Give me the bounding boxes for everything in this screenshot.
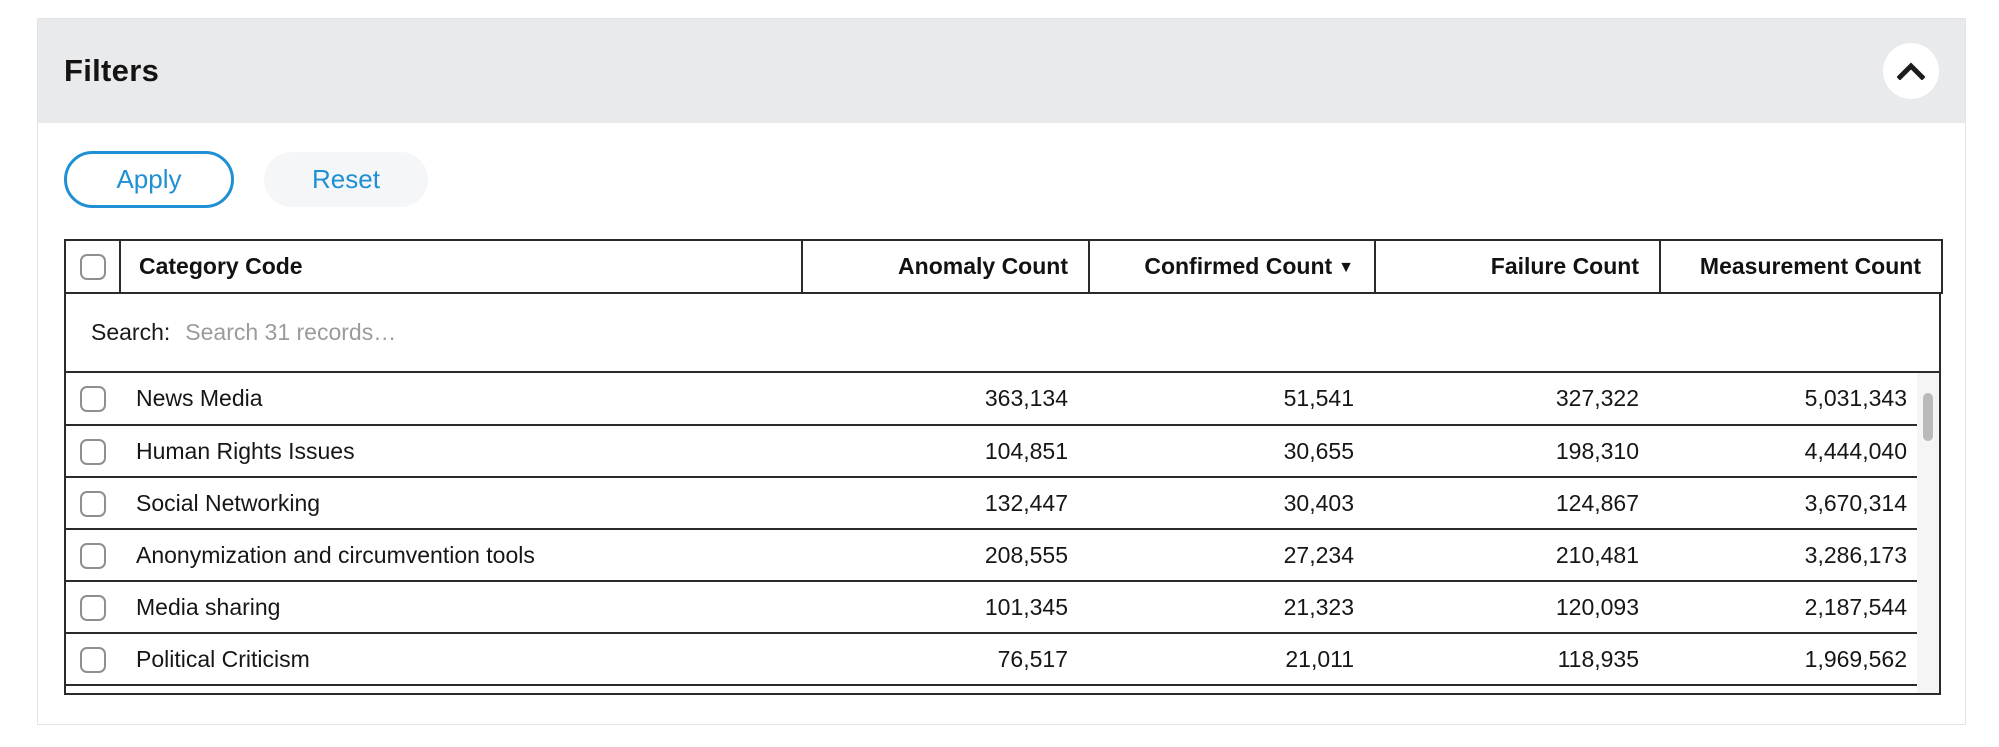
filters-panel: Filters Apply Reset Category Code A (37, 18, 1966, 725)
header-category-code[interactable]: Category Code (119, 239, 803, 294)
search-input[interactable] (183, 318, 1939, 347)
table-header-row: Category Code Anomaly Count Confirmed Co… (64, 239, 1943, 294)
failure-cell: 118,935 (1374, 633, 1659, 686)
anomaly-cell: 363,134 (801, 373, 1088, 426)
row-checkbox[interactable] (80, 646, 106, 673)
failure-cell: 327,322 (1374, 373, 1659, 426)
category-cell: Anonymization and circumvention tools (120, 529, 801, 582)
apply-button[interactable]: Apply (64, 151, 234, 208)
category-filter-table: Category Code Anomaly Count Confirmed Co… (64, 239, 1943, 695)
table-row: Anonymization and circumvention tools 20… (66, 529, 1939, 582)
table-body: News Media 363,134 51,541 327,322 5,031,… (66, 373, 1939, 686)
anomaly-cell: 208,555 (801, 529, 1088, 582)
header-confirmed-count[interactable]: Confirmed Count ▼ (1088, 239, 1376, 294)
select-all-header-cell (64, 239, 121, 294)
confirmed-cell: 27,234 (1088, 529, 1374, 582)
anomaly-cell: 104,851 (801, 425, 1088, 478)
failure-cell: 210,481 (1374, 529, 1659, 582)
confirmed-cell: 51,541 (1088, 373, 1374, 426)
header-measurement-count[interactable]: Measurement Count (1659, 239, 1943, 294)
failure-cell: 124,867 (1374, 477, 1659, 530)
confirmed-cell: 21,011 (1088, 633, 1374, 686)
row-checkbox-cell (66, 425, 120, 478)
measurement-cell: 1,969,562 (1659, 633, 1939, 686)
anomaly-cell: 101,345 (801, 581, 1088, 634)
page-title: Filters (64, 53, 160, 88)
category-cell: News Media (120, 373, 801, 426)
search-row: Search: (64, 294, 1941, 373)
table-body-scroll-area[interactable]: News Media 363,134 51,541 327,322 5,031,… (64, 373, 1941, 695)
failure-cell: 120,093 (1374, 581, 1659, 634)
row-checkbox-cell (66, 477, 120, 530)
table-row: Human Rights Issues 104,851 30,655 198,3… (66, 425, 1939, 478)
row-checkbox[interactable] (80, 490, 106, 517)
confirmed-cell: 30,403 (1088, 477, 1374, 530)
measurement-cell: 3,670,314 (1659, 477, 1939, 530)
anomaly-cell: 132,447 (801, 477, 1088, 530)
row-checkbox[interactable] (80, 386, 106, 413)
table-row: News Media 363,134 51,541 327,322 5,031,… (66, 373, 1939, 426)
header-anomaly-count[interactable]: Anomaly Count (801, 239, 1090, 294)
search-label: Search: (91, 319, 171, 345)
table-row: Social Networking 132,447 30,403 124,867… (66, 477, 1939, 530)
table-header: Category Code Anomaly Count Confirmed Co… (64, 239, 1943, 294)
scrollbar-track[interactable] (1917, 373, 1939, 693)
measurement-cell: 4,444,040 (1659, 425, 1939, 478)
row-checkbox[interactable] (80, 594, 106, 621)
confirmed-cell: 30,655 (1088, 425, 1374, 478)
scrollbar-thumb[interactable] (1923, 393, 1933, 441)
row-checkbox-cell (66, 529, 120, 582)
table-row: Political Criticism 76,517 21,011 118,93… (66, 633, 1939, 686)
confirmed-cell: 21,323 (1088, 581, 1374, 634)
measurement-cell: 3,286,173 (1659, 529, 1939, 582)
category-cell: Political Criticism (120, 633, 801, 686)
table-row: Media sharing 101,345 21,323 120,093 2,1… (66, 581, 1939, 634)
reset-button[interactable]: Reset (264, 152, 428, 207)
row-checkbox-cell (66, 581, 120, 634)
category-cell: Media sharing (120, 581, 801, 634)
category-cell: Human Rights Issues (120, 425, 801, 478)
anomaly-cell: 76,517 (801, 633, 1088, 686)
filters-panel-header: Filters (38, 19, 1965, 123)
row-checkbox-cell (66, 373, 120, 426)
category-cell: Social Networking (120, 477, 801, 530)
header-confirmed-count-label: Confirmed Count (1144, 253, 1333, 279)
row-checkbox[interactable] (80, 438, 106, 465)
measurement-cell: 2,187,544 (1659, 581, 1939, 634)
chevron-up-icon (1897, 62, 1925, 80)
collapse-panel-button[interactable] (1883, 43, 1939, 99)
filter-actions-toolbar: Apply Reset (38, 123, 1965, 208)
sort-desc-icon: ▼ (1338, 259, 1354, 276)
row-checkbox[interactable] (80, 542, 106, 569)
select-all-checkbox[interactable] (79, 254, 106, 281)
row-checkbox-cell (66, 633, 120, 686)
measurement-cell: 5,031,343 (1659, 373, 1939, 426)
header-failure-count[interactable]: Failure Count (1374, 239, 1661, 294)
failure-cell: 198,310 (1374, 425, 1659, 478)
